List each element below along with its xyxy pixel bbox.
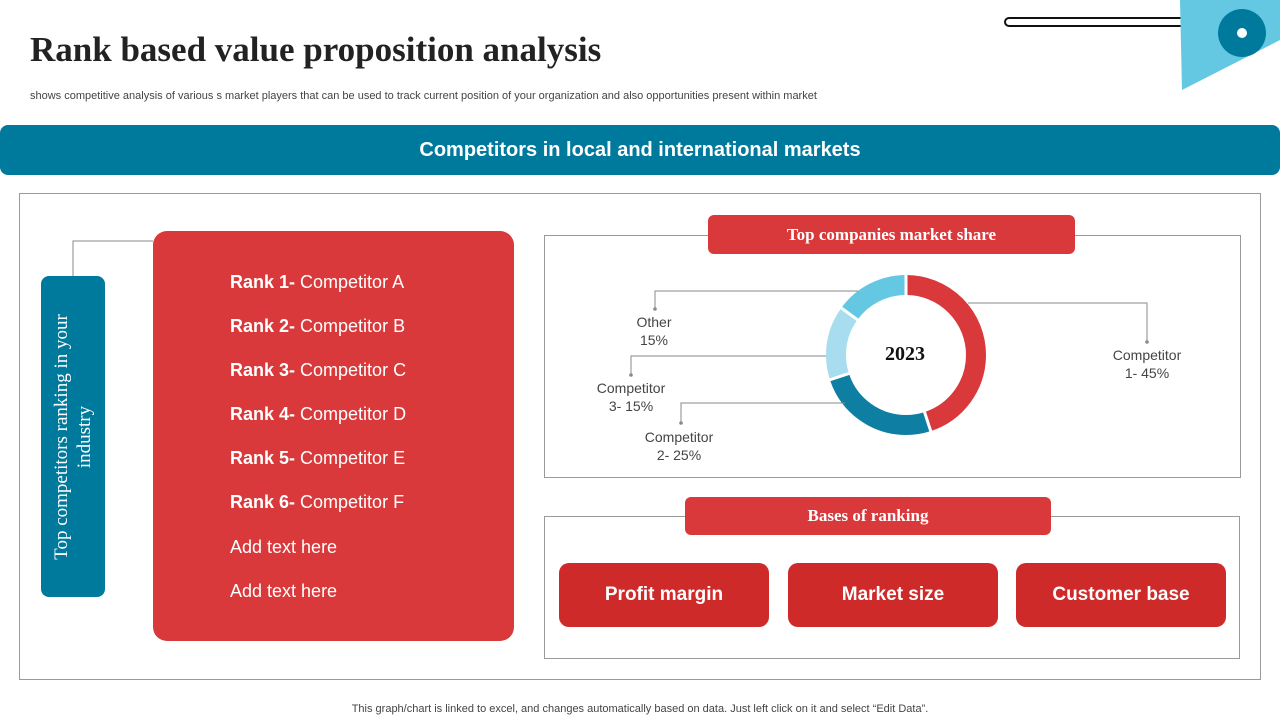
donut-center-label: 2023	[885, 343, 925, 365]
market-share-heading-text: Top companies market share	[786, 224, 997, 244]
slice-label-value: 2- 25%	[656, 447, 702, 463]
donut-slice-3[interactable]	[826, 275, 986, 435]
rank-competitor: Competitor A	[295, 272, 405, 292]
rank-item: Rank 3- Competitor C	[230, 360, 406, 381]
rank-competitor: Competitor C	[295, 360, 407, 380]
footnote: This graph/chart is linked to excel, and…	[351, 703, 929, 715]
rank-placeholder: Add text here	[230, 537, 338, 557]
market-share-donut-chart[interactable]	[820, 269, 992, 441]
donut-slice-separator	[922, 410, 933, 433]
market-share-heading: Top companies market share	[708, 215, 1075, 254]
slice-label-competitor-1: Competitor 1- 45%	[1096, 346, 1198, 382]
slice-label-other: Other 15%	[614, 313, 694, 349]
bases-heading-text: Bases of ranking	[807, 506, 929, 525]
basis-label: Customer base	[1052, 584, 1190, 605]
profit-margin-button[interactable]: Profit margin	[559, 563, 769, 627]
basis-label: Market size	[841, 584, 945, 605]
rank-item: Add text here	[230, 581, 337, 602]
slice-label-name: Competitor	[1112, 347, 1182, 363]
slice-label-name: Competitor	[644, 429, 714, 445]
rank-number: Rank 3-	[230, 360, 296, 380]
slice-label-competitor-3: Competitor 3- 15%	[580, 379, 682, 415]
section-banner: Competitors in local and international m…	[0, 125, 1280, 175]
rank-competitor: Competitor D	[295, 404, 407, 424]
rank-number: Rank 5-	[230, 448, 296, 468]
rank-item: Rank 2- Competitor B	[230, 316, 405, 337]
rank-placeholder: Add text here	[230, 581, 338, 601]
bases-of-ranking-heading: Bases of ranking	[685, 497, 1051, 535]
slice-label-name: Other	[636, 314, 672, 330]
slice-label-competitor-2: Competitor 2- 25%	[628, 428, 730, 464]
rank-item: Rank 1- Competitor A	[230, 272, 404, 293]
ranking-list-panel: Rank 1- Competitor A Rank 2- Competitor …	[153, 231, 514, 641]
donut-slice-separator	[839, 306, 860, 322]
customer-base-button[interactable]: Customer base	[1016, 563, 1226, 627]
rank-item: Rank 4- Competitor D	[230, 404, 406, 425]
donut-slice-separator	[828, 371, 851, 382]
rank-item: Rank 6- Competitor F	[230, 492, 404, 513]
rank-competitor: Competitor B	[295, 316, 406, 336]
donut-slice-2[interactable]	[826, 275, 986, 435]
slice-label-value: 1- 45%	[1124, 365, 1170, 381]
slice-label-name: Competitor	[596, 380, 666, 396]
rank-number: Rank 6-	[230, 492, 296, 512]
decorative-corner-shape	[1180, 0, 1280, 90]
rank-number: Rank 4-	[230, 404, 296, 424]
rank-item: Add text here	[230, 537, 337, 558]
banner-text: Competitors in local and international m…	[419, 138, 861, 161]
market-size-button[interactable]: Market size	[788, 563, 998, 627]
rank-number: Rank 2-	[230, 316, 296, 336]
page-title: Rank based value proposition analysis	[30, 30, 602, 69]
basis-label: Profit margin	[604, 584, 724, 605]
rank-number: Rank 1-	[230, 272, 296, 292]
rank-competitor: Competitor E	[295, 448, 406, 468]
slice-label-value: 15%	[639, 332, 669, 348]
page-subtitle: shows competitive analysis of various s …	[30, 90, 817, 102]
rank-competitor: Competitor F	[295, 492, 405, 512]
slice-label-value: 3- 15%	[608, 398, 654, 414]
rank-item: Rank 5- Competitor E	[230, 448, 405, 469]
content-frame	[19, 193, 1261, 680]
side-category-label: Top competitors ranking in your industry	[41, 276, 105, 597]
